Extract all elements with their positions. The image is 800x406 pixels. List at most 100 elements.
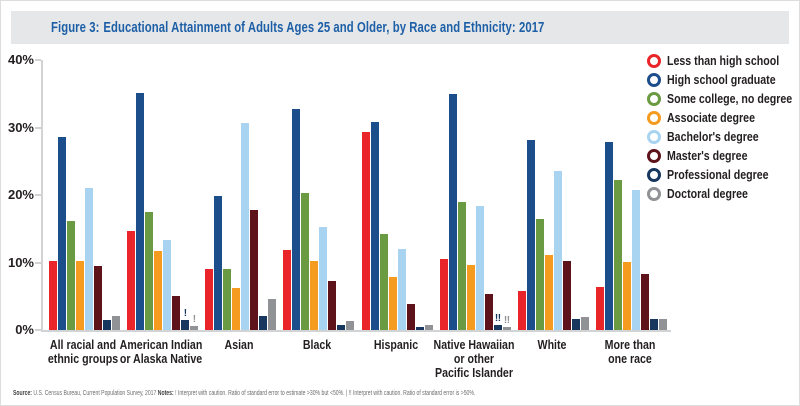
legend-label: Less than high school: [667, 54, 780, 68]
bar: [205, 269, 214, 330]
y-axis-tick: [35, 194, 41, 196]
bar: [154, 251, 163, 330]
bar: !: [181, 308, 190, 330]
legend-ring-icon: [647, 54, 661, 68]
figure-title-bar: Figure 3: Educational Attainment of Adult…: [11, 11, 789, 44]
x-axis-label: Black: [247, 338, 387, 352]
legend-ring-icon: [647, 168, 661, 182]
legend-ring-icon: [647, 149, 661, 163]
x-axis-label: Asian: [169, 338, 309, 352]
bar: [604, 142, 613, 330]
source-label: Source:: [13, 388, 32, 397]
bar: [640, 274, 649, 330]
bar: [439, 258, 448, 330]
bar: [544, 255, 553, 330]
y-tick-label: 10%: [7, 254, 34, 270]
bar: [67, 220, 75, 330]
legend-label: Some college, no degree: [667, 92, 793, 106]
bar: [475, 205, 484, 330]
bar: [223, 268, 232, 330]
y-axis-tick: [35, 329, 41, 331]
figure-number: Figure 3:: [51, 19, 100, 36]
bar: [571, 319, 580, 330]
y-tick-label: 40%: [7, 52, 34, 67]
bar: [415, 326, 424, 330]
bar: [517, 290, 526, 330]
y-tick-label: 30%: [7, 119, 34, 135]
bar: [424, 325, 433, 330]
plot-area: !!!!!!: [41, 60, 671, 332]
bar: [361, 132, 370, 330]
caution-flag: !: [183, 307, 187, 319]
bar: [259, 315, 268, 330]
legend-label: Bachelor's degree: [667, 130, 759, 144]
legend-item: High school graduate: [647, 73, 799, 87]
legend-item: Less than high school: [647, 54, 799, 68]
legend-item: Doctoral degree: [647, 187, 799, 201]
x-axis-label-line: one race: [607, 352, 652, 366]
y-axis-tick: [35, 261, 41, 264]
source-text: U.S. Census Bureau, Current Population S…: [31, 388, 158, 397]
x-axis-label-line: or other: [453, 352, 494, 366]
x-axis-label: All racial and ethnic groups: [13, 338, 153, 366]
legend-label: Associate degree: [667, 111, 756, 125]
bar: [526, 139, 535, 330]
legend-item: Bachelor's degree: [647, 130, 799, 144]
bar: [484, 294, 493, 330]
legend-item: Some college, no degree: [647, 92, 799, 106]
x-axis-label-line: Asian: [224, 338, 253, 352]
x-axis-label-line: More than: [604, 338, 655, 352]
legend-label: High school graduate: [667, 73, 776, 87]
bar: !: [190, 315, 199, 330]
figure-title-text: Educational Attainment of Adults Ages 25…: [103, 19, 545, 36]
bar: [406, 303, 415, 330]
bar: [613, 179, 622, 330]
legend-item: Master's degree: [647, 149, 799, 163]
bar: [103, 319, 111, 330]
bar: [649, 319, 658, 330]
notes-text: ! Interpret with caution. Ratio of stand…: [173, 388, 476, 397]
y-axis-tick: [35, 59, 41, 61]
bar: [595, 286, 604, 330]
y-axis-tick: [35, 126, 41, 129]
x-axis-label-line: Black: [302, 338, 331, 352]
bar: [58, 136, 66, 330]
bar: [172, 296, 181, 330]
x-axis-label-line: Pacific Islander: [434, 366, 513, 380]
bar: [622, 261, 631, 330]
bar: [397, 249, 406, 330]
bar: [292, 108, 301, 330]
bar: [94, 265, 102, 330]
bar: [214, 196, 223, 330]
bar: [457, 201, 466, 330]
bar-group: [283, 60, 355, 330]
bar: [328, 281, 337, 330]
bar-group: !!!!: [439, 60, 511, 330]
bar-group: [49, 60, 120, 330]
bar: [535, 219, 544, 330]
bar: [85, 187, 93, 330]
bar: [310, 261, 319, 330]
bar: [76, 261, 84, 330]
bar: [337, 325, 346, 330]
bar: [631, 189, 640, 330]
x-axis-label: Native Hawaiian or other Pacific Islander: [404, 338, 544, 380]
legend-label: Master's degree: [667, 149, 748, 163]
x-axis-label: White: [482, 338, 622, 352]
bar: [319, 227, 328, 330]
legend-ring-icon: [647, 92, 661, 106]
y-tick-label: 20%: [7, 187, 34, 202]
bar: [268, 299, 277, 330]
legend-item: Associate degree: [647, 111, 799, 125]
bar: [127, 230, 136, 330]
bar-group: [595, 60, 667, 330]
bar: [241, 123, 250, 330]
bar-group: !!: [127, 60, 199, 330]
notes-label: Notes:: [157, 388, 174, 397]
bar: [466, 264, 475, 330]
bar: [379, 233, 388, 330]
bar: [112, 315, 120, 330]
bar: [580, 317, 589, 330]
legend-item: Professional degree: [647, 168, 799, 182]
bar: [232, 288, 241, 330]
